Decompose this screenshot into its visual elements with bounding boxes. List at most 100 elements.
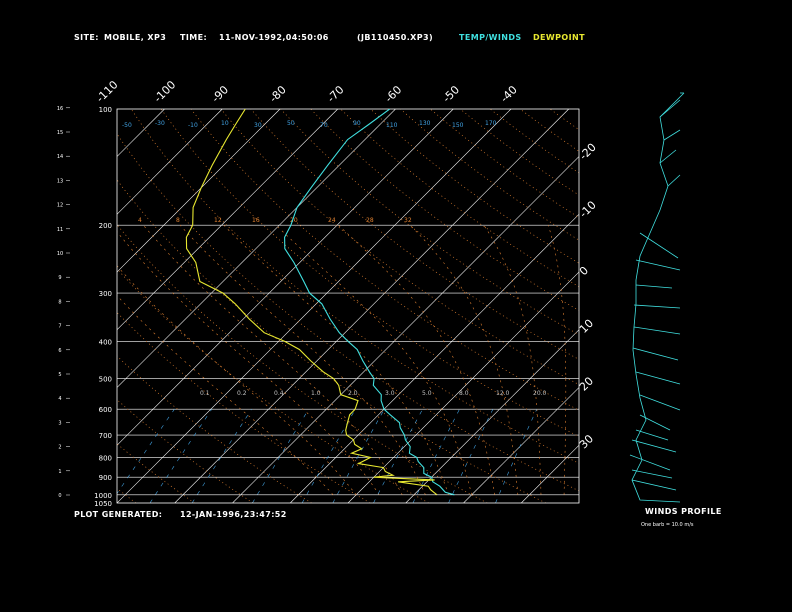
dry-adiabat-label: 170 (485, 120, 497, 127)
moist-adiabat-line (143, 224, 403, 495)
pressure-tick-label: 800 (99, 454, 112, 462)
dry-adiabat-line (117, 488, 137, 503)
dry-adiabat-label: 50 (287, 120, 295, 127)
dry-adiabat-line (117, 312, 371, 503)
moist-adiabat-line (117, 265, 357, 495)
mixing-ratio-line (117, 409, 175, 494)
right-temp-label: 20 (577, 375, 596, 394)
dry-adiabat-line (340, 109, 579, 288)
isotherm-line (117, 109, 338, 331)
isotherm-line (117, 109, 454, 446)
right-temp-label: 10 (577, 317, 596, 336)
plot-generated-value: 12-JAN-1996,23:47:52 (180, 510, 287, 519)
top-temp-label: -110 (94, 78, 121, 105)
top-temp-label: -100 (151, 78, 178, 105)
dry-adiabat-label: 130 (419, 120, 431, 127)
height-tick-label: 14 (57, 154, 63, 160)
dry-adiabat-line (430, 109, 579, 218)
height-tick-label: 11 (57, 227, 63, 233)
wind-barb (659, 99, 681, 118)
height-tick-label: 5 (58, 372, 61, 378)
dry-adiabat-line (190, 109, 579, 411)
winds-profile-note: One barb = 10.0 m/s (641, 522, 694, 528)
dry-adiabat-line (280, 109, 579, 336)
temperature-line (284, 109, 455, 496)
wind-profile-line (631, 92, 685, 503)
wind-barb (633, 304, 681, 309)
right-temp-label: -10 (577, 198, 599, 220)
mixing-ratio-line (332, 409, 385, 503)
isotherm-line (521, 444, 579, 503)
height-tick-label: 15 (57, 130, 63, 136)
isotherm-line (405, 329, 579, 503)
height-tick-label: 10 (57, 251, 63, 257)
moist-adiabat-line (223, 224, 449, 495)
mixing-ratio-line (149, 409, 212, 503)
moist-adiabat-line (548, 225, 567, 495)
dry-adiabat-line (250, 109, 579, 360)
wind-barb (635, 371, 681, 385)
dry-adiabat-line (117, 179, 546, 503)
moist-adiabat-label: 16 (252, 217, 260, 224)
wind-barb (635, 429, 669, 441)
dry-adiabat-label: 30 (254, 122, 262, 129)
height-tick-label: 7 (58, 324, 61, 330)
wind-barb (639, 394, 681, 411)
mixing-ratio-label: 0.4 (274, 390, 284, 397)
pressure-tick-label: 900 (99, 474, 112, 482)
pressure-tick-label: 200 (99, 222, 112, 230)
wind-barb (663, 129, 681, 141)
moist-adiabat-label: 20 (290, 217, 298, 224)
pressure-tick-label: 1000 (94, 492, 112, 500)
temp-winds-legend: TEMP/WINDS (459, 33, 522, 42)
dry-adiabat-line (117, 355, 312, 503)
moist-adiabat-line (483, 224, 542, 495)
dry-adiabat-label: 10 (221, 120, 229, 127)
wind-barb (635, 259, 681, 271)
height-tick-label: 9 (58, 275, 61, 281)
dry-adiabat-line (0, 109, 77, 503)
dewpoint-line (185, 109, 438, 496)
isotherm-line (290, 213, 579, 503)
isotherm-line (0, 109, 107, 503)
height-tick-label: 13 (57, 178, 63, 184)
pressure-tick-label: 400 (99, 338, 112, 346)
moist-adiabat-label: 24 (328, 217, 336, 224)
site-label: SITE: (74, 33, 99, 42)
mixing-ratio-label: 2.0 (348, 390, 358, 397)
height-tick-label: 16 (57, 106, 63, 112)
isotherm-line (463, 387, 579, 503)
wind-barb (629, 454, 671, 471)
height-tick-label: 4 (58, 396, 61, 402)
height-tick-label: 3 (58, 420, 61, 426)
mixing-ratio-label: 12.0 (496, 390, 510, 397)
moist-adiabat-label: 32 (404, 217, 412, 224)
wind-barb (632, 347, 679, 361)
dry-adiabat-line (117, 399, 254, 503)
winds-profile-title: WINDS PROFILE (645, 507, 722, 516)
height-tick-label: 0 (58, 493, 61, 499)
moist-adiabat-label: 12 (214, 217, 222, 224)
top-temp-label: -70 (325, 83, 347, 105)
moist-adiabat-line (179, 224, 426, 495)
dry-adiabat-line (489, 109, 579, 174)
mixing-ratio-line (412, 409, 460, 503)
mixing-ratio-label: 20.0 (533, 390, 547, 397)
wind-barb (631, 469, 673, 479)
top-temp-label: -80 (267, 83, 289, 105)
wind-barb (659, 149, 677, 164)
isotherm-line (232, 156, 579, 503)
height-tick-label: 6 (58, 348, 61, 354)
moist-adiabat-line (409, 224, 519, 495)
right-temp-label: -20 (577, 141, 599, 163)
dry-adiabat-label: -30 (155, 120, 165, 127)
pressure-tick-label: 300 (99, 290, 112, 298)
mixing-ratio-line (252, 409, 309, 503)
moist-adiabat-label: 8 (176, 217, 180, 224)
top-temp-label: -50 (440, 83, 462, 105)
mixing-ratio-label: 1.0 (311, 390, 321, 397)
pressure-tick-label: 700 (99, 432, 112, 440)
mixing-ratio-line (373, 409, 423, 503)
moist-adiabat-line (338, 224, 496, 495)
